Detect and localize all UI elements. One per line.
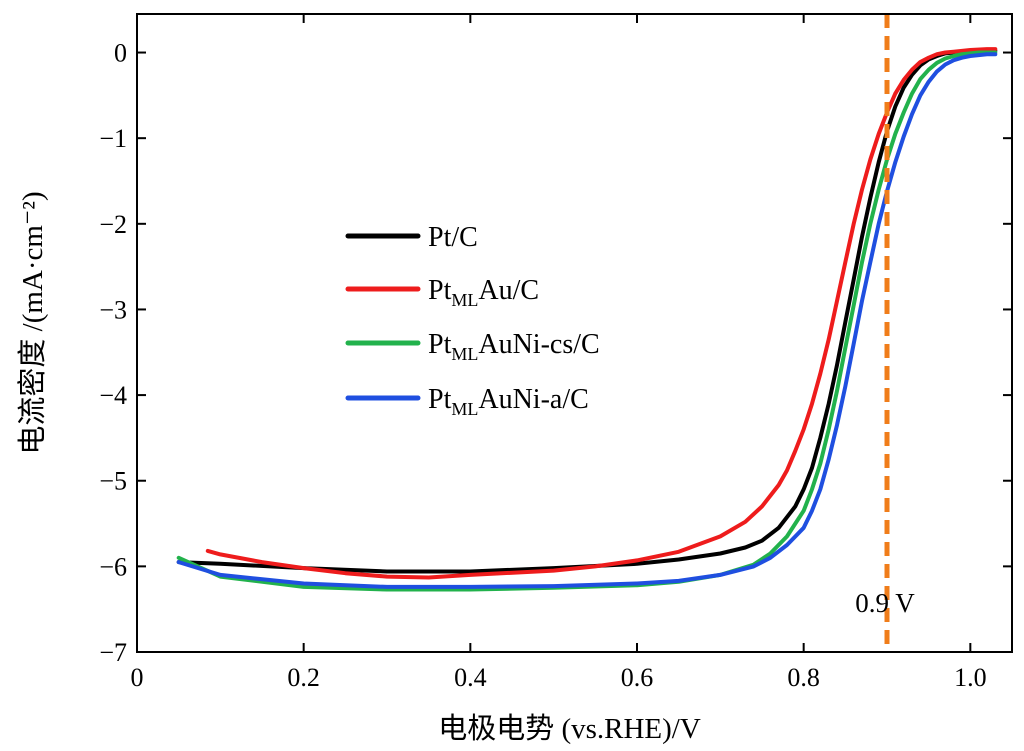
series-line-3 — [176, 52, 998, 589]
x-tick-label-5: 1.0 — [954, 663, 987, 692]
ticks-group: 0 0.2 0.4 0.6 0.8 1.0 0 −1 −2 −3 −4 −5 −6 −7 — [99, 14, 1012, 692]
legend-label-main: Pt/C — [428, 222, 478, 253]
legend-label-rest: Au/C — [478, 275, 539, 306]
legend-label-main: Pt — [428, 329, 452, 360]
x-tick-label-3: 0.6 — [621, 663, 654, 692]
y-tick-label-2: −2 — [99, 210, 127, 239]
x-tick-label-2: 0.4 — [454, 663, 487, 692]
series-line-1 — [205, 47, 998, 580]
legend-label-main: Pt — [428, 275, 452, 306]
series-line-0 — [176, 48, 998, 574]
series-line-2 — [176, 50, 998, 592]
x-tick-label-0: 0 — [131, 663, 144, 692]
legend-label-rest: AuNi-a/C — [478, 384, 588, 415]
x-axis-label: 电极电势 (vs.RHE)/V — [438, 712, 701, 745]
legend-label-0: Pt/C — [428, 222, 478, 253]
y-tick-label-7: −7 — [99, 638, 127, 667]
legend-label-subscript: ML — [451, 344, 478, 364]
reference-line-label: 0.9 V — [855, 588, 915, 618]
plot-frame — [136, 13, 1013, 653]
legend-label-3: PtMLAuNi-a/C — [428, 384, 589, 419]
y-tick-label-6: −6 — [99, 552, 127, 581]
y-tick-label-0: 0 — [114, 39, 127, 68]
y-tick-label-5: −5 — [99, 467, 127, 496]
y-axis-label: 电流密度 /(mA·cm⁻²) — [16, 191, 49, 454]
y-tick-label-1: −1 — [99, 124, 127, 153]
y-tick-label-3: −3 — [99, 295, 127, 324]
x-tick-label-4: 0.8 — [787, 663, 820, 692]
legend-label-subscript: ML — [451, 290, 478, 310]
legend-label-rest: AuNi-cs/C — [478, 329, 599, 360]
y-tick-label-4: −4 — [99, 381, 127, 410]
x-tick-label-1: 0.2 — [287, 663, 320, 692]
legend-label-subscript: ML — [451, 399, 478, 419]
legend-label-main: Pt — [428, 384, 452, 415]
legend-label-1: PtMLAu/C — [428, 275, 539, 310]
curves-group — [176, 47, 998, 592]
legend-label-2: PtMLAuNi-cs/C — [428, 329, 600, 364]
